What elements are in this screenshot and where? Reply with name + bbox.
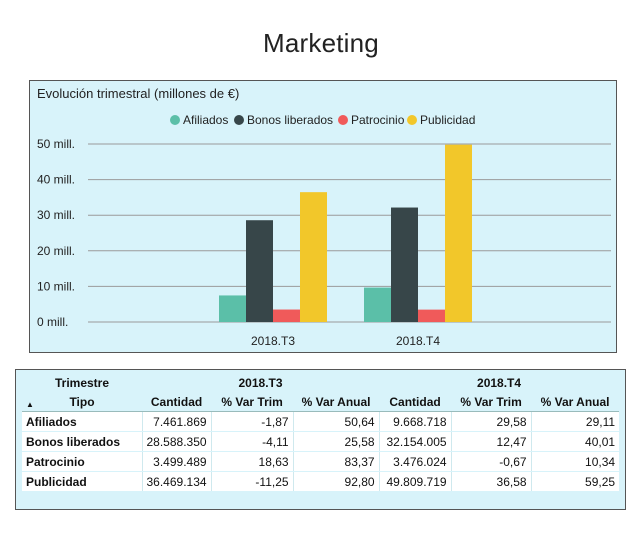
row-label: Patrocinio	[22, 451, 142, 472]
x-tick-label: 2018.T3	[251, 334, 295, 348]
row-label: Bonos liberados	[22, 431, 142, 452]
table-cell: -11,25	[210, 471, 294, 492]
column-header-tipo-label: Tipo	[69, 394, 95, 409]
table-cell: -1,87	[210, 411, 294, 432]
table-cell: 3.476.024	[378, 451, 452, 472]
y-tick-label: 30 mill.	[37, 208, 75, 222]
table-row: Publicidad 36.469.134 -11,25 92,80 49.80…	[22, 471, 620, 492]
table-cell: 12,47	[450, 431, 532, 452]
column-header[interactable]: % Var Trim	[211, 392, 294, 412]
legend-marker	[170, 115, 180, 125]
table-cell: 29,11	[530, 411, 620, 432]
page-title: Marketing	[263, 28, 379, 58]
table-cell: 40,01	[530, 431, 620, 452]
legend-marker	[407, 115, 417, 125]
table-cell: 83,37	[292, 451, 380, 472]
row-label: Afiliados	[22, 411, 142, 432]
table-row: Patrocinio 3.499.489 18,63 83,37 3.476.0…	[22, 451, 620, 472]
table-cell: 92,80	[292, 471, 380, 492]
table-cell: -4,11	[210, 431, 294, 452]
bar	[300, 192, 327, 322]
column-header[interactable]: % Var Anual	[293, 392, 380, 412]
table-cell: 3.499.489	[141, 451, 212, 472]
bar	[273, 309, 300, 322]
column-header[interactable]: % Var Anual	[531, 392, 620, 412]
bar	[445, 144, 472, 322]
y-tick-label: 50 mill.	[37, 137, 75, 151]
bar	[219, 295, 246, 322]
bar	[391, 207, 418, 322]
sort-ascending-icon[interactable]: ▲	[26, 400, 34, 409]
table-cell: 18,63	[210, 451, 294, 472]
legend-label: Afiliados	[183, 113, 228, 127]
x-tick-label: 2018.T4	[396, 334, 440, 348]
legend-label: Publicidad	[420, 113, 475, 127]
column-header[interactable]: % Var Trim	[451, 392, 532, 412]
table-cell: 9.668.718	[378, 411, 452, 432]
table-row: Afiliados 7.461.869 -1,87 50,64 9.668.71…	[22, 411, 620, 432]
legend-marker	[234, 115, 244, 125]
matrix-table: Trimestre 2018.T3 2018.T4 Tipo ▲ Cantida…	[22, 373, 620, 492]
y-tick-label: 40 mill.	[37, 173, 75, 187]
bar	[418, 309, 445, 322]
column-header-tipo[interactable]: Tipo ▲	[22, 392, 142, 412]
row-header-label: Trimestre	[54, 375, 110, 390]
table-cell: 10,34	[530, 451, 620, 472]
y-tick-label: 0 mill.	[37, 315, 68, 329]
bar-chart: 0 mill. 10 mill. 20 mill. 30 mill. 40 mill. 5…	[37, 113, 611, 348]
column-header[interactable]: Cantidad	[379, 392, 452, 412]
table-cell: 59,25	[530, 471, 620, 492]
row-label: Publicidad	[22, 471, 142, 492]
bar	[364, 287, 391, 322]
table-cell: 32.154.005	[378, 431, 452, 452]
legend-label: Patrocinio	[351, 113, 405, 127]
chart-title: Evolución trimestral (millones de €)	[37, 86, 240, 101]
legend-label: Bonos liberados	[247, 113, 333, 127]
table-cell: 36.469.134	[141, 471, 212, 492]
table-cell: 36,58	[450, 471, 532, 492]
table-cell: 29,58	[450, 411, 532, 432]
period-header-t4: 2018.T4	[477, 375, 522, 390]
table-cell: 25,58	[292, 431, 380, 452]
table-cell: 7.461.869	[141, 411, 212, 432]
table-row: Bonos liberados 28.588.350 -4,11 25,58 3…	[22, 431, 620, 452]
table-cell: 49.809.719	[378, 471, 452, 492]
table-cell: 28.588.350	[141, 431, 212, 452]
bar	[246, 220, 273, 322]
table-cell: -0,67	[450, 451, 532, 472]
period-header-t3: 2018.T3	[238, 375, 283, 390]
table-cell: 50,64	[292, 411, 380, 432]
legend-marker	[338, 115, 348, 125]
y-tick-label: 20 mill.	[37, 244, 75, 258]
column-header[interactable]: Cantidad	[142, 392, 212, 412]
y-tick-label: 10 mill.	[37, 279, 75, 293]
